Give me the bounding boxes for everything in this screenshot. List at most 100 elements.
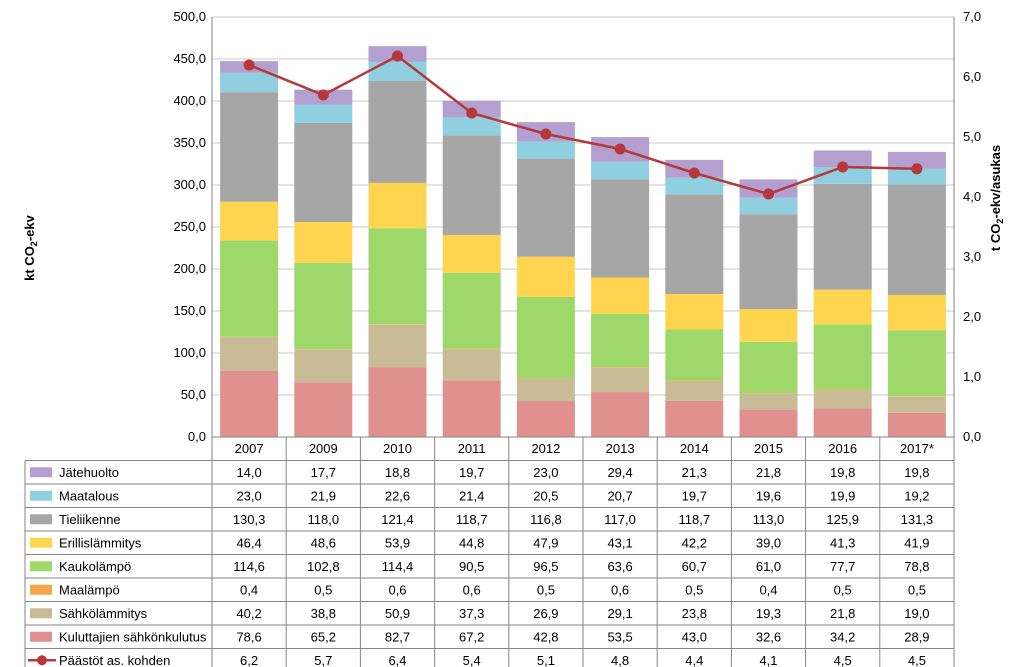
legend-label: Sähkölämmitys	[59, 606, 148, 621]
data-label: 19,2	[904, 488, 929, 503]
data-label: 113,0	[753, 512, 785, 527]
data-label: 5,1	[537, 653, 555, 667]
bar-segment	[665, 400, 724, 437]
legend-swatch	[30, 490, 52, 501]
bar-segment	[887, 396, 946, 413]
bar-segment	[368, 80, 427, 183]
legend-swatch	[30, 467, 52, 478]
legend-label: Päästöt as. kohden	[59, 653, 170, 667]
bar-segment	[739, 341, 798, 394]
bar-segment	[887, 412, 946, 437]
data-label: 60,7	[682, 559, 707, 574]
data-label: 23,0	[533, 465, 558, 480]
legend-label: Maalämpö	[59, 582, 120, 597]
line-point	[466, 107, 478, 119]
bar-segment	[442, 348, 501, 350]
legend-swatch	[30, 631, 52, 642]
data-label: 96,5	[533, 559, 558, 574]
bar-segment	[813, 408, 872, 437]
bar-segment	[665, 194, 724, 295]
bar-segment	[368, 228, 427, 325]
y-left-tick-label: 250,0	[173, 219, 206, 234]
category-label: 2016	[828, 441, 857, 456]
legend-swatch	[30, 514, 52, 525]
bar-segment	[813, 183, 872, 290]
data-label: 18,8	[385, 465, 410, 480]
line-point	[392, 50, 403, 62]
data-label: 50,9	[385, 606, 410, 621]
bar-segment	[591, 367, 650, 368]
legend-label: Kuluttajien sähkönkulutus	[59, 629, 207, 644]
data-label: 4,8	[611, 653, 629, 667]
bar-segment	[813, 289, 872, 325]
bar-segment	[442, 135, 501, 236]
category-label: 2017*	[900, 441, 934, 456]
data-label: 118,7	[679, 512, 711, 527]
bar-segment	[294, 349, 353, 383]
legend-swatch	[37, 655, 47, 666]
data-label: 0,6	[463, 582, 481, 597]
data-label: 19,9	[830, 488, 855, 503]
bar-segment	[516, 401, 575, 437]
data-label: 102,8	[307, 559, 340, 574]
bar-segment	[368, 367, 427, 437]
bar-segment	[739, 214, 798, 310]
y-left-title-tail: -ekv	[22, 214, 37, 241]
category-label: 2013	[606, 441, 635, 456]
y-left-tick-label: 500,0	[173, 9, 206, 24]
data-label: 22,6	[385, 488, 410, 503]
line-point	[317, 89, 329, 101]
bar-segment	[591, 367, 650, 393]
bar-segment	[442, 272, 501, 349]
bar-segment	[516, 296, 575, 379]
bar-segment	[220, 201, 279, 241]
line-point	[243, 59, 255, 71]
data-label: 43,0	[682, 629, 707, 644]
data-label: 19,7	[459, 465, 484, 480]
category-label: 2007	[235, 441, 264, 456]
data-label: 63,6	[607, 559, 632, 574]
data-table: 2007 2009 2010 2011 2012 2013 2014 2015 2016 2017…	[24, 436, 955, 667]
data-label: 82,7	[385, 629, 410, 644]
bar-segment	[591, 392, 650, 437]
bar-segment	[887, 184, 946, 295]
line-point	[540, 128, 552, 140]
data-label: 90,5	[459, 559, 484, 574]
bar-segment	[220, 92, 279, 202]
data-label: 130,3	[233, 512, 266, 527]
data-label: 34,2	[830, 629, 855, 644]
data-label: 0,4	[240, 582, 258, 597]
data-label: 19,6	[756, 488, 781, 503]
data-label: 0,5	[834, 582, 852, 597]
y-left-tick-label: 400,0	[173, 93, 206, 108]
data-label: 121,4	[381, 512, 414, 527]
data-label: 78,6	[236, 629, 261, 644]
legend-swatch	[30, 608, 52, 619]
category-label: 2014	[680, 441, 709, 456]
bar-segment	[442, 349, 501, 381]
data-label: 4,4	[685, 653, 703, 667]
legend-label: Erillislämmitys	[59, 535, 142, 550]
data-label: 37,3	[459, 606, 484, 621]
data-label: 19,8	[830, 465, 855, 480]
bar-segment	[516, 158, 575, 257]
bar-segment	[591, 313, 650, 368]
y-right-title-sub: 2	[995, 219, 1005, 224]
data-label: 38,8	[311, 606, 336, 621]
category-label: 2012	[531, 441, 560, 456]
bar-segment	[591, 277, 650, 314]
bar-segment	[887, 294, 946, 331]
category-label: 2015	[754, 441, 783, 456]
y-left-tick-label: 50,0	[181, 387, 206, 402]
data-label: 4,5	[908, 653, 926, 667]
data-label: 6,2	[240, 653, 258, 667]
data-label: 0,6	[388, 582, 406, 597]
data-label: 5,4	[463, 653, 481, 667]
bar-segment	[220, 72, 279, 93]
y-left-title-main: kt CO	[22, 246, 37, 281]
data-label: 46,4	[236, 535, 261, 550]
y-left-tick-label: 350,0	[173, 135, 206, 150]
data-label: 41,9	[904, 535, 929, 550]
data-label: 131,3	[901, 512, 934, 527]
line-path	[248, 54, 917, 196]
